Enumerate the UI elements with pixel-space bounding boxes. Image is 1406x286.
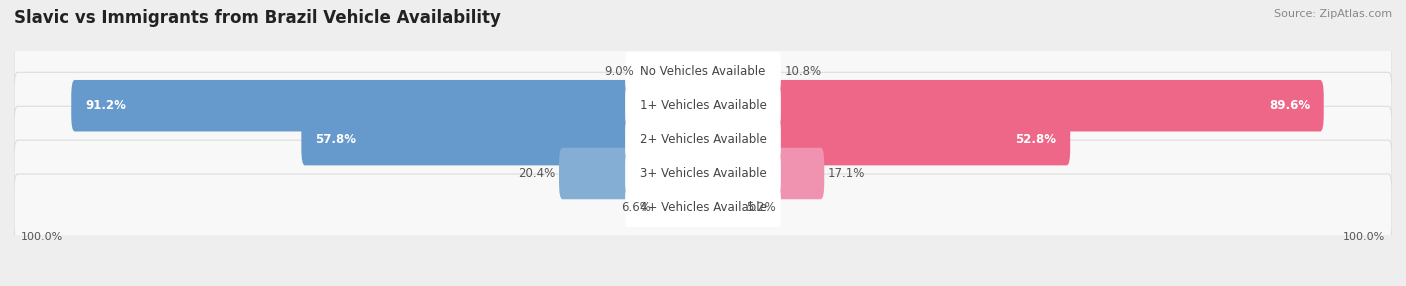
FancyBboxPatch shape (626, 86, 780, 125)
Text: 100.0%: 100.0% (21, 232, 63, 242)
Text: 57.8%: 57.8% (315, 133, 356, 146)
FancyBboxPatch shape (626, 154, 780, 193)
FancyBboxPatch shape (72, 80, 631, 132)
Text: 9.0%: 9.0% (605, 65, 634, 78)
Text: 3+ Vehicles Available: 3+ Vehicles Available (640, 167, 766, 180)
FancyBboxPatch shape (626, 52, 780, 92)
FancyBboxPatch shape (14, 140, 1392, 207)
Text: 2+ Vehicles Available: 2+ Vehicles Available (640, 133, 766, 146)
Text: 4+ Vehicles Available: 4+ Vehicles Available (640, 201, 766, 214)
Text: 5.2%: 5.2% (745, 201, 776, 214)
FancyBboxPatch shape (775, 114, 1070, 165)
FancyBboxPatch shape (14, 106, 1392, 173)
Text: 6.6%: 6.6% (621, 201, 651, 214)
FancyBboxPatch shape (14, 72, 1392, 139)
Text: 52.8%: 52.8% (1015, 133, 1056, 146)
Text: 20.4%: 20.4% (519, 167, 555, 180)
Text: 100.0%: 100.0% (1343, 232, 1385, 242)
FancyBboxPatch shape (775, 80, 1323, 132)
FancyBboxPatch shape (626, 120, 780, 159)
Text: 1+ Vehicles Available: 1+ Vehicles Available (640, 99, 766, 112)
Text: 10.8%: 10.8% (785, 65, 821, 78)
FancyBboxPatch shape (626, 188, 780, 227)
Text: Source: ZipAtlas.com: Source: ZipAtlas.com (1274, 9, 1392, 19)
FancyBboxPatch shape (301, 114, 631, 165)
Text: No Vehicles Available: No Vehicles Available (640, 65, 766, 78)
Text: 17.1%: 17.1% (828, 167, 865, 180)
Text: Slavic vs Immigrants from Brazil Vehicle Availability: Slavic vs Immigrants from Brazil Vehicle… (14, 9, 501, 27)
FancyBboxPatch shape (560, 148, 631, 199)
FancyBboxPatch shape (14, 174, 1392, 241)
FancyBboxPatch shape (775, 148, 824, 199)
Text: 89.6%: 89.6% (1268, 99, 1310, 112)
Text: 91.2%: 91.2% (84, 99, 127, 112)
FancyBboxPatch shape (14, 38, 1392, 105)
